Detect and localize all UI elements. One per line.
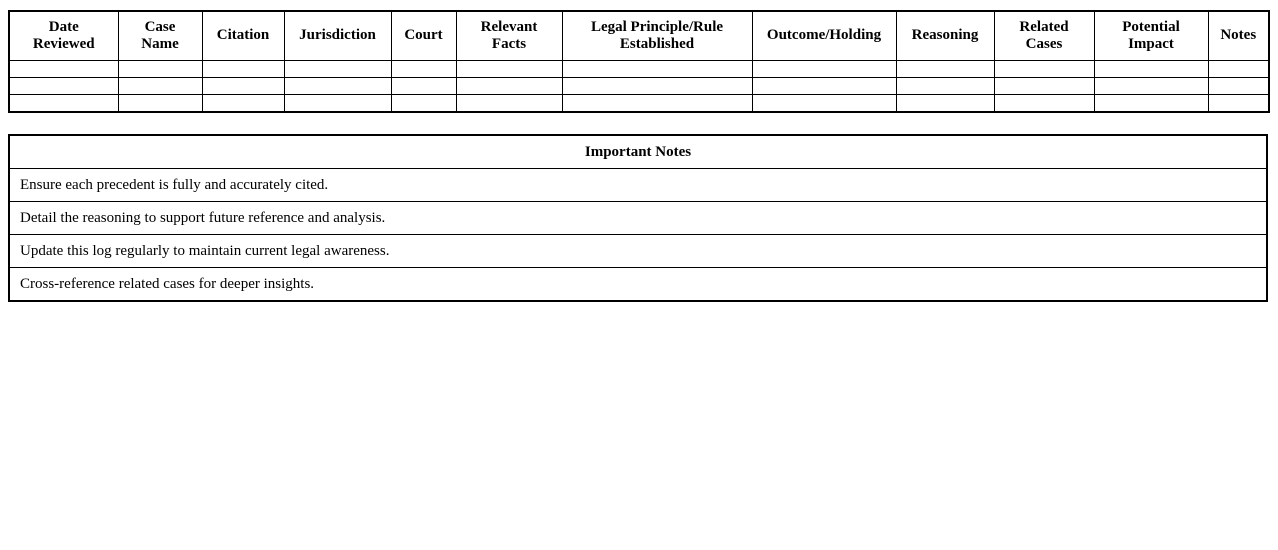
note-row: Cross-reference related cases for deeper… bbox=[8, 267, 1268, 302]
empty-cell bbox=[895, 60, 995, 78]
log-table-empty-row bbox=[8, 60, 1270, 78]
empty-cell bbox=[117, 77, 203, 95]
column-header-citation: Citation bbox=[201, 10, 285, 61]
empty-cell bbox=[201, 77, 285, 95]
column-header-notes: Notes bbox=[1207, 10, 1270, 61]
empty-cell bbox=[895, 77, 995, 95]
empty-cell bbox=[993, 77, 1095, 95]
empty-cell bbox=[751, 77, 897, 95]
empty-cell bbox=[1207, 77, 1270, 95]
log-table-header-row: Date Reviewed Case Name Citation Jurisdi… bbox=[8, 10, 1270, 61]
column-header-case-name: Case Name bbox=[117, 10, 203, 61]
precedent-log-table: Date Reviewed Case Name Citation Jurisdi… bbox=[8, 10, 1270, 113]
note-row: Detail the reasoning to support future r… bbox=[8, 201, 1268, 235]
empty-cell bbox=[8, 77, 119, 95]
empty-cell bbox=[993, 60, 1095, 78]
empty-cell bbox=[1093, 60, 1209, 78]
empty-cell bbox=[1093, 94, 1209, 113]
empty-cell bbox=[751, 60, 897, 78]
empty-cell bbox=[201, 94, 285, 113]
log-table-empty-row bbox=[8, 77, 1270, 95]
notes-table-body: Ensure each precedent is fully and accur… bbox=[8, 168, 1268, 302]
empty-cell bbox=[283, 77, 392, 95]
empty-cell bbox=[283, 60, 392, 78]
log-table-body bbox=[8, 60, 1270, 113]
note-item: Ensure each precedent is fully and accur… bbox=[8, 168, 1268, 202]
column-header-date-reviewed: Date Reviewed bbox=[8, 10, 119, 61]
note-item: Update this log regularly to maintain cu… bbox=[8, 234, 1268, 268]
column-header-related-cases: Related Cases bbox=[993, 10, 1095, 61]
empty-cell bbox=[561, 60, 753, 78]
empty-cell bbox=[390, 60, 457, 78]
column-header-court: Court bbox=[390, 10, 457, 61]
empty-cell bbox=[895, 94, 995, 113]
important-notes-table: Important Notes Ensure each precedent is… bbox=[8, 134, 1268, 302]
empty-cell bbox=[1207, 60, 1270, 78]
empty-cell bbox=[561, 77, 753, 95]
empty-cell bbox=[283, 94, 392, 113]
empty-cell bbox=[8, 94, 119, 113]
note-row: Ensure each precedent is fully and accur… bbox=[8, 168, 1268, 202]
note-row: Update this log regularly to maintain cu… bbox=[8, 234, 1268, 268]
empty-cell bbox=[561, 94, 753, 113]
column-header-reasoning: Reasoning bbox=[895, 10, 995, 61]
column-header-jurisdiction: Jurisdiction bbox=[283, 10, 392, 61]
column-header-potential-impact: Potential Impact bbox=[1093, 10, 1209, 61]
empty-cell bbox=[455, 94, 563, 113]
empty-cell bbox=[390, 77, 457, 95]
empty-cell bbox=[117, 94, 203, 113]
note-item: Detail the reasoning to support future r… bbox=[8, 201, 1268, 235]
notes-table-header-row: Important Notes bbox=[8, 134, 1268, 169]
column-header-relevant-facts: Relevant Facts bbox=[455, 10, 563, 61]
empty-cell bbox=[8, 60, 119, 78]
notes-table-title: Important Notes bbox=[8, 134, 1268, 169]
empty-cell bbox=[1207, 94, 1270, 113]
empty-cell bbox=[455, 60, 563, 78]
empty-cell bbox=[390, 94, 457, 113]
empty-cell bbox=[117, 60, 203, 78]
column-header-outcome-holding: Outcome/Holding bbox=[751, 10, 897, 61]
empty-cell bbox=[1093, 77, 1209, 95]
empty-cell bbox=[201, 60, 285, 78]
log-table-empty-row bbox=[8, 94, 1270, 113]
empty-cell bbox=[455, 77, 563, 95]
column-header-legal-principle: Legal Principle/Rule Established bbox=[561, 10, 753, 61]
empty-cell bbox=[993, 94, 1095, 113]
empty-cell bbox=[751, 94, 897, 113]
note-item: Cross-reference related cases for deeper… bbox=[8, 267, 1268, 302]
